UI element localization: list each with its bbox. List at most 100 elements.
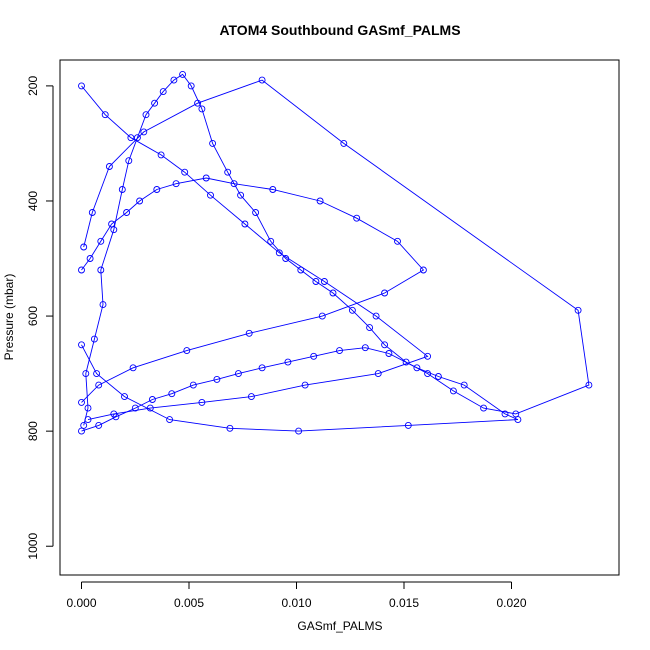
data-point [434,373,442,380]
data-point [88,209,96,216]
data-point [78,82,85,90]
data-point [275,249,283,257]
y-tick-label: 200 [26,76,40,96]
data-point [146,404,154,412]
data-point [340,139,348,147]
y-tick-label: 1000 [26,533,40,560]
data-point [230,180,238,188]
data-point [245,329,253,337]
data-point [82,370,90,378]
data-point [108,220,116,228]
y-tick-label: 400 [26,191,40,211]
plot-frame [59,59,620,576]
data-point [374,370,382,378]
data-point [574,306,582,314]
data-point [269,186,277,193]
data-point [316,197,324,205]
data-point [460,381,468,389]
y-axis: 200 400 600 800 1000 [26,76,54,560]
data-point [90,335,98,343]
data-point [172,180,180,188]
data-point [424,352,432,360]
data-point [372,312,380,320]
x-tick-label: 0.020 [496,596,526,610]
data-point [394,237,401,245]
data-point [348,306,356,314]
series-4 [78,82,432,424]
series-line [83,73,590,426]
data-point [514,416,522,424]
data-point [166,416,174,424]
data-point [320,278,328,285]
data-point [187,82,195,90]
data-point [131,404,139,412]
data-point [170,76,178,84]
x-tick-label: 0.005 [174,596,204,610]
data-point [310,352,318,360]
data-point [93,370,101,378]
data-point [78,266,85,274]
data-point [404,421,412,429]
data-point [110,410,118,418]
data-point [353,214,361,222]
data-point [419,266,427,274]
series-line [81,344,519,432]
data-point [95,421,103,429]
data-point [125,157,133,165]
data-point [127,134,135,142]
data-point [110,226,118,234]
data-point [97,266,105,274]
data-point [179,70,187,78]
data-point [284,358,292,366]
series-line [81,177,425,403]
data-point [252,209,260,216]
data-point [361,344,369,352]
x-axis: 0.000 0.005 0.010 0.015 0.020 [66,581,527,610]
data-point [385,350,393,357]
data-point [202,174,210,182]
chart-title: ATOM4 Southbound GASmf_PALMS [219,22,460,38]
data-point [258,364,266,372]
data-point [148,396,156,403]
data-point [247,393,255,401]
data-point [198,105,206,113]
data-point [95,381,103,389]
data-point [189,381,197,389]
data-point [78,341,85,349]
data-point [209,139,217,147]
data-point [213,375,221,383]
data-point [318,312,326,320]
data-point [413,364,421,372]
data-point [142,111,150,119]
data-point [129,364,137,372]
data-point [123,209,131,216]
data-point [366,324,374,332]
x-tick-label: 0.015 [389,596,419,610]
y-tick-label: 800 [26,421,40,441]
data-point [84,416,92,424]
data-point [101,111,109,119]
data-point [157,151,165,159]
data-point [381,341,389,349]
data-point [97,237,105,245]
data-point [329,289,337,297]
data-point [295,427,303,435]
data-point [237,191,245,199]
series-layer [78,70,593,435]
series-1 [80,70,593,429]
data-point [153,186,161,193]
data-point [381,289,389,297]
data-point [118,186,126,193]
data-point [258,76,266,84]
data-point [267,237,275,245]
data-point [99,301,107,309]
data-point [84,404,92,412]
data-point [480,404,488,412]
x-tick-label: 0.000 [66,596,96,610]
data-point [78,427,85,435]
data-point [151,99,159,107]
data-point [402,358,410,366]
series-3 [78,174,427,406]
